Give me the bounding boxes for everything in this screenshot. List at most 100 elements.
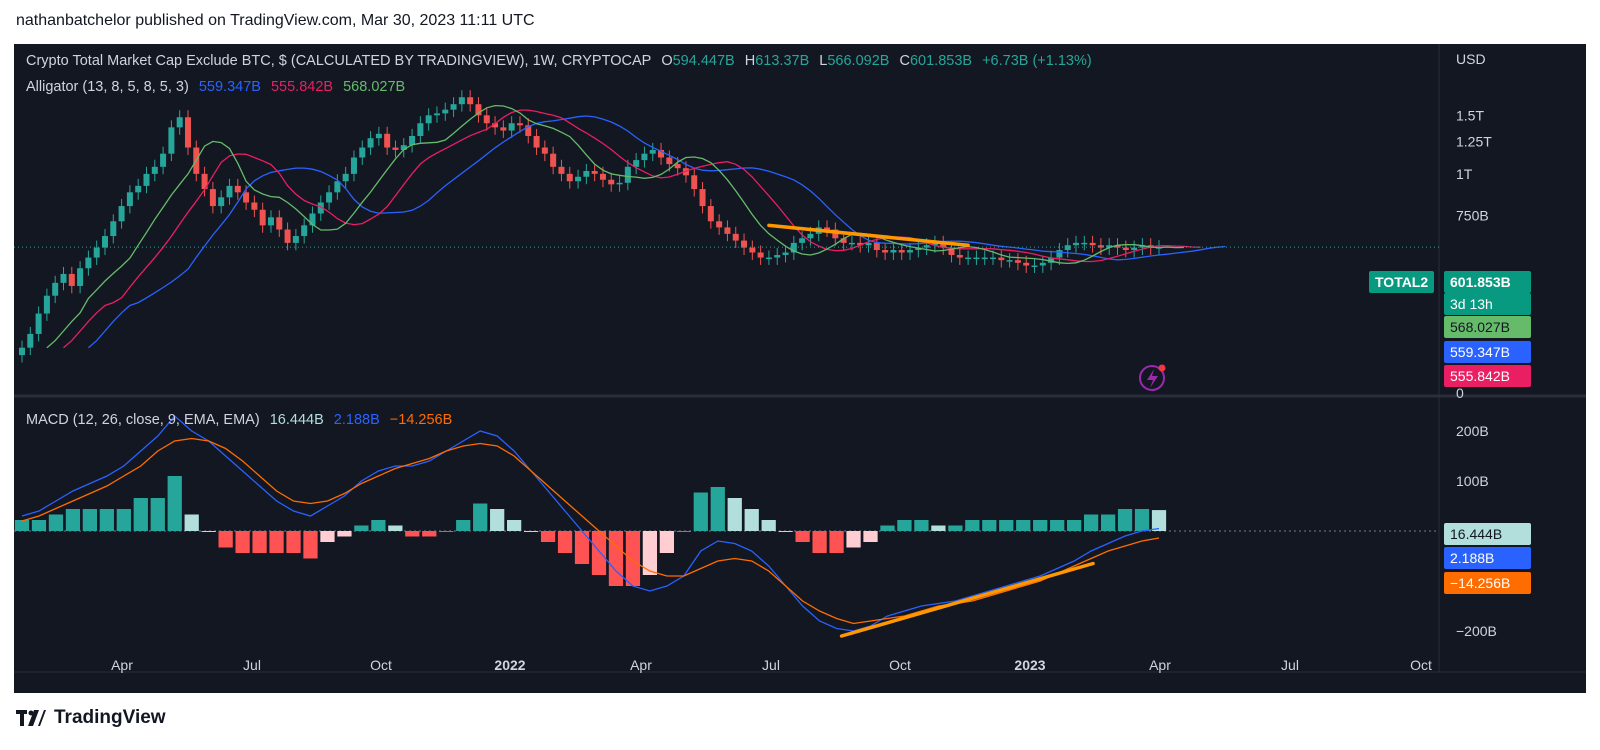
candle-body bbox=[342, 173, 349, 182]
countdown-tag: 3d 13h bbox=[1444, 293, 1531, 315]
candle-body bbox=[649, 149, 656, 154]
candle-body bbox=[218, 197, 225, 207]
price-axis-tick: 1T bbox=[1456, 166, 1473, 182]
candle-body bbox=[1131, 247, 1138, 251]
candle-body bbox=[43, 295, 50, 314]
macd-signal-value: −14.256B bbox=[389, 412, 453, 428]
macd-histogram-bar bbox=[235, 531, 250, 553]
candle-body bbox=[168, 127, 175, 154]
symbol-tag: TOTAL2 bbox=[1369, 271, 1435, 293]
symbol-title: Crypto Total Market Cap Exclude BTC, $ (… bbox=[26, 53, 652, 69]
time-axis-label: 2023 bbox=[1014, 657, 1045, 673]
price-trendline bbox=[767, 223, 970, 247]
candle-body bbox=[143, 173, 150, 186]
macd-histogram-bar bbox=[642, 531, 658, 575]
candle-body bbox=[575, 176, 582, 182]
macd-line-value: 2.188B bbox=[333, 412, 380, 428]
time-axis-label: Oct bbox=[370, 657, 392, 673]
alligator-jaw-value: 559.347B bbox=[198, 79, 261, 95]
macd-histogram-bar bbox=[99, 509, 114, 531]
candle-body bbox=[126, 192, 133, 207]
macd-histogram-bar bbox=[608, 531, 624, 586]
candle-body bbox=[558, 166, 565, 174]
candle-body bbox=[1064, 245, 1071, 251]
candle-body bbox=[691, 175, 698, 190]
brand-name: TradingView bbox=[54, 707, 166, 728]
jaw-tag: 559.347B bbox=[1444, 341, 1531, 363]
price-axis-tick: 1.25T bbox=[1456, 134, 1492, 150]
candle-body bbox=[741, 240, 748, 248]
candle-body bbox=[923, 245, 930, 248]
candle-body bbox=[392, 147, 399, 150]
macd-histogram-bar bbox=[914, 520, 929, 531]
candle-body bbox=[824, 227, 831, 230]
footer: TradingView bbox=[0, 693, 1600, 750]
candle-body bbox=[1122, 247, 1129, 251]
candle-body bbox=[1073, 242, 1080, 246]
candle-body bbox=[799, 238, 806, 243]
alligator-lips-value: 568.027B bbox=[343, 79, 406, 95]
candle-body bbox=[915, 247, 922, 251]
chart-canvas[interactable]: 1.5T 1.25T 1T 750B USD 0 200B 100B −200B Apr Jul Oc… bbox=[14, 44, 1586, 693]
candle-body bbox=[940, 242, 947, 248]
replay-lightning-icon bbox=[1139, 365, 1165, 391]
high-value: 613.37B bbox=[755, 53, 810, 69]
last-price-tag: 601.853B bbox=[1444, 271, 1531, 293]
candle-body bbox=[433, 113, 440, 116]
candle-body bbox=[1081, 242, 1088, 245]
macd-histogram-bar bbox=[1100, 514, 1116, 531]
candle-body bbox=[201, 173, 208, 190]
candle-body bbox=[135, 185, 142, 193]
candle-body bbox=[550, 153, 557, 167]
candle-body bbox=[292, 236, 299, 243]
macd-histogram-bar bbox=[388, 525, 403, 531]
candle-body bbox=[832, 229, 839, 239]
macd-histogram-bar bbox=[863, 531, 878, 542]
candle-body bbox=[882, 250, 889, 253]
candle-body bbox=[873, 242, 880, 251]
candle-body bbox=[317, 202, 324, 214]
time-axis-label: 2022 bbox=[494, 657, 525, 673]
alligator-lips-line bbox=[46, 104, 1184, 349]
candle-body bbox=[110, 221, 117, 237]
macd-histogram-bar bbox=[167, 476, 182, 531]
price-axis-zero: 0 bbox=[1456, 385, 1464, 401]
open-label: O bbox=[661, 53, 673, 69]
candle-body bbox=[85, 257, 92, 269]
candle-body bbox=[525, 125, 532, 136]
macd-histogram-bar bbox=[422, 531, 437, 537]
macd-histogram-bar bbox=[948, 525, 963, 531]
change-value: +6.73B (+1.13%) bbox=[982, 53, 1092, 69]
candle-body bbox=[243, 192, 250, 203]
candle-body bbox=[1031, 265, 1038, 268]
macd-histogram-bar bbox=[354, 525, 369, 531]
candle-body bbox=[608, 179, 615, 185]
macd-axis-tick: 100B bbox=[1456, 473, 1489, 489]
macd-histogram-bar bbox=[473, 503, 488, 531]
macd-histogram-bar bbox=[405, 531, 420, 537]
macd-hist-tag: 16.444B bbox=[1444, 523, 1531, 545]
candle-body bbox=[500, 127, 507, 131]
macd-histogram-bar bbox=[965, 520, 980, 531]
time-axis-label: Apr bbox=[111, 657, 133, 673]
lips-tag: 568.027B bbox=[1444, 316, 1531, 338]
candle-body bbox=[492, 123, 499, 128]
price-axis-currency: USD bbox=[1456, 51, 1486, 67]
candle-body bbox=[533, 135, 540, 148]
time-axis-label: Apr bbox=[630, 657, 652, 673]
candle-body bbox=[931, 242, 938, 246]
macd-histogram-bar bbox=[557, 531, 573, 553]
macd-histogram-bar bbox=[218, 531, 233, 548]
candle-body bbox=[674, 164, 681, 169]
candle-body bbox=[309, 213, 316, 226]
macd-axis-tick: 200B bbox=[1456, 423, 1489, 439]
tradingview-brand[interactable]: TradingView bbox=[16, 707, 166, 729]
time-axis-label: Jul bbox=[762, 657, 780, 673]
candle-body bbox=[284, 229, 291, 243]
macd-histogram-bar bbox=[982, 520, 997, 531]
macd-trendline bbox=[839, 561, 1095, 638]
candle-body bbox=[184, 117, 191, 148]
chart-frame[interactable]: 1.5T 1.25T 1T 750B USD 0 200B 100B −200B Apr Jul Oc… bbox=[14, 44, 1586, 693]
candle-body bbox=[267, 217, 274, 226]
candle-body bbox=[375, 133, 382, 139]
